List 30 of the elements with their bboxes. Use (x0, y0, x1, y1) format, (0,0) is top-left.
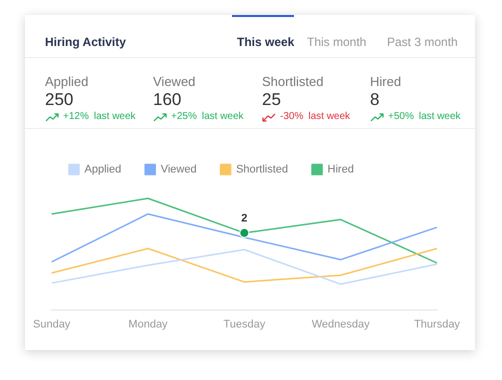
text: 25 (262, 90, 282, 110)
text: Applied (45, 74, 90, 90)
legend-label: Viewed (160, 164, 197, 176)
legend-label: Applied (84, 164, 122, 176)
text: This month (307, 35, 366, 49)
legend-label: Shortlisted (236, 164, 288, 176)
text: 8 (370, 90, 380, 110)
chart-title: Hiring Activity (45, 35, 126, 49)
text: Hired (370, 74, 402, 90)
text: Past 3 month (387, 35, 458, 49)
text: 250 (45, 90, 74, 110)
text: last week (308, 110, 350, 124)
text: 160 (153, 90, 182, 110)
text: +25% (171, 110, 197, 124)
text: This week (237, 35, 294, 49)
annotation: 2 (241, 212, 248, 224)
text: last week (94, 110, 136, 124)
text: +12% (63, 110, 89, 124)
x-tick-label: Monday (128, 318, 168, 330)
x-tick-label: Wednesday (312, 318, 370, 330)
text: Viewed (153, 74, 196, 90)
text: -30% (280, 110, 304, 124)
text: last week (418, 110, 461, 124)
text: +50% (388, 110, 414, 124)
x-tick-label: Thursday (414, 318, 460, 330)
legend-label: Hired (328, 164, 354, 176)
text: last week (202, 110, 244, 124)
x-tick-label: Tuesday (223, 318, 266, 330)
text: Shortlisted (262, 74, 324, 90)
x-tick-label: Sunday (33, 318, 71, 330)
